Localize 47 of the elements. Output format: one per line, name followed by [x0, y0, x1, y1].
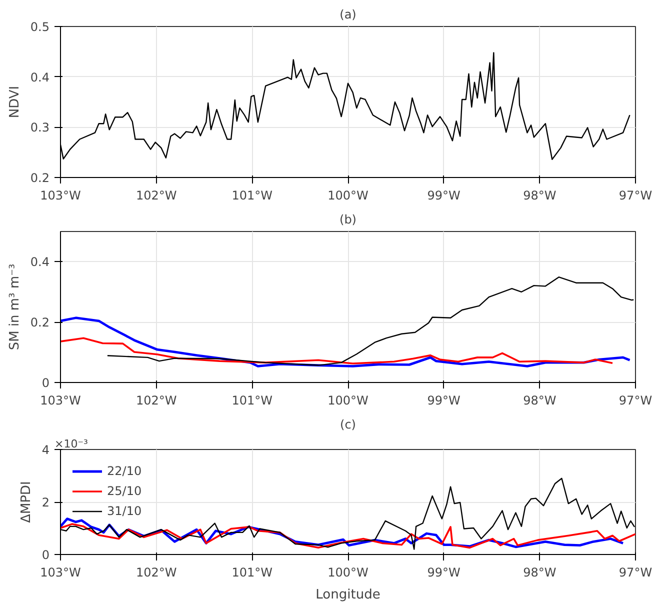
- y-tick-label: 0: [42, 548, 50, 562]
- legend-label: 31/10: [107, 504, 142, 518]
- line-series: [60, 316, 631, 368]
- y-axis-title: ΔMPDI: [18, 481, 34, 523]
- y-tick-label: 0.4: [30, 70, 50, 84]
- annotation: ×10⁻³: [54, 438, 88, 450]
- x-tick-label: 98°W: [523, 394, 556, 408]
- y-axis-title: NDVI: [7, 86, 22, 118]
- x-tick-label: 97°W: [618, 188, 652, 202]
- x-tick-label: 99°W: [427, 394, 461, 408]
- line-series: [106, 276, 634, 366]
- legend-label: 25/10: [107, 484, 142, 498]
- chart-title: (b): [340, 212, 356, 226]
- y-tick-label: 4: [42, 443, 50, 457]
- chart-title: (c): [340, 418, 356, 432]
- x-tick-label: 103°W: [40, 394, 82, 408]
- x-tick-label: 102°W: [136, 566, 177, 580]
- y-tick-label: 0: [42, 376, 50, 390]
- x-tick-label: 101°W: [232, 566, 273, 580]
- y-tick-label: 0.2: [30, 316, 50, 330]
- y-tick-label: 0.3: [30, 120, 50, 135]
- x-tick-label: 100°W: [328, 566, 369, 580]
- line-series: [60, 523, 636, 549]
- x-tick-label: 97°W: [618, 566, 652, 580]
- y-axis-title: SM in m³ m⁻³: [7, 264, 22, 350]
- x-tick-label: 99°W: [427, 188, 461, 202]
- x-tick-label: 98°W: [523, 188, 556, 202]
- x-tick-label: 101°W: [232, 394, 273, 408]
- x-tick-label: 103°W: [40, 566, 82, 580]
- x-tick-label: 102°W: [136, 188, 177, 202]
- y-tick-label: 0.2: [30, 171, 50, 185]
- x-tick-label: 101°W: [232, 188, 273, 202]
- x-tick-label: 103°W: [40, 188, 82, 202]
- x-tick-label: 100°W: [328, 394, 369, 408]
- line-series: [60, 518, 624, 548]
- line-series: [60, 337, 614, 364]
- x-axis-title: Longitude: [316, 588, 380, 602]
- y-tick-label: 0.5: [30, 20, 50, 34]
- x-tick-label: 97°W: [618, 394, 652, 408]
- chart-title: (a): [340, 8, 356, 22]
- x-tick-label: 98°W: [523, 566, 556, 580]
- y-tick-label: 2: [42, 496, 50, 510]
- y-tick-label: 0.4: [30, 255, 50, 270]
- x-tick-label: 99°W: [427, 566, 461, 580]
- x-tick-label: 102°W: [136, 394, 177, 408]
- x-tick-label: 100°W: [328, 188, 369, 202]
- legend-label: 22/10: [107, 464, 142, 478]
